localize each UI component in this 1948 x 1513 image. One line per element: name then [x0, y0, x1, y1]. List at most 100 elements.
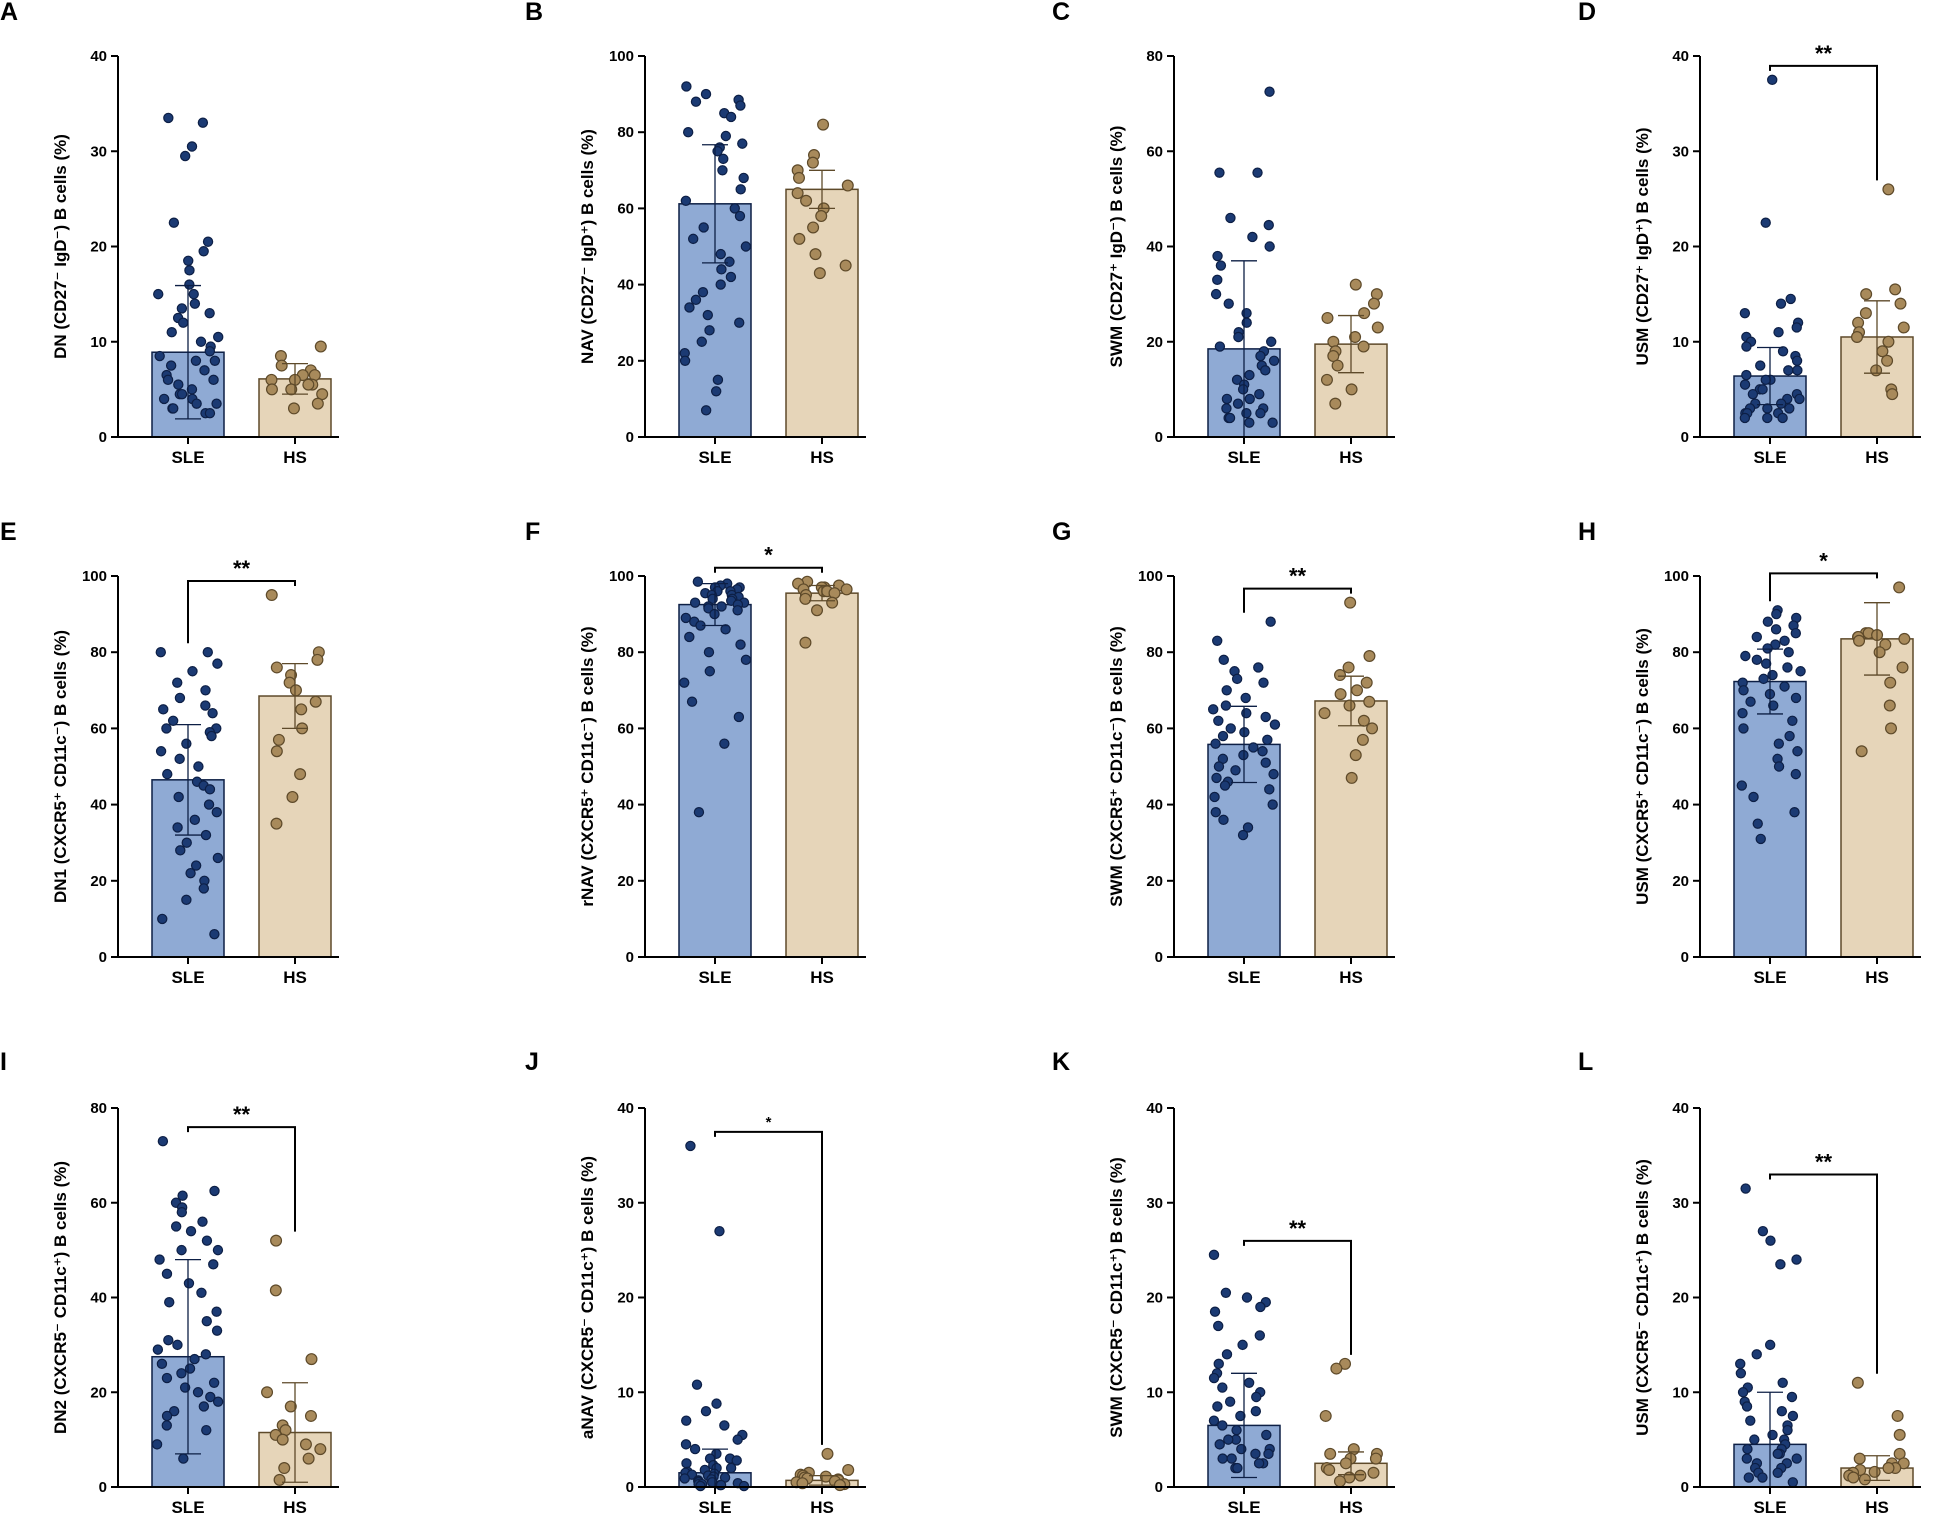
data-point-sle — [679, 677, 690, 688]
panel-h: H 0 20 40 60 80 100 SLE HS USM (CXCR5⁺ CD11c⁻) B … — [1578, 518, 1921, 987]
data-point-sle — [698, 222, 709, 233]
data-point-sle — [203, 799, 215, 810]
data-point-sle — [1253, 1458, 1265, 1469]
data-point-sle — [193, 761, 204, 772]
data-point-sle — [1260, 711, 1271, 723]
x-tick-label-hs: HS — [283, 968, 307, 987]
data-point-hs — [270, 1234, 283, 1247]
data-point-sle — [176, 388, 188, 400]
y-tick-label: 0 — [99, 1479, 107, 1496]
data-point-sle — [1748, 791, 1759, 803]
data-point-sle — [696, 336, 707, 347]
data-point-sle — [1255, 350, 1266, 362]
panel-letter: L — [1578, 1048, 1593, 1076]
data-point-sle — [1760, 217, 1771, 228]
data-point-sle — [1248, 742, 1259, 753]
data-point-sle — [725, 271, 737, 283]
data-point-sle — [207, 707, 218, 719]
data-point-sle — [200, 685, 211, 696]
x-tick-label-hs: HS — [810, 1498, 834, 1513]
data-point-sle — [202, 647, 213, 658]
data-point-sle — [1266, 336, 1277, 347]
data-point-sle — [196, 1287, 207, 1298]
data-point-sle — [200, 1349, 212, 1360]
y-tick-label: 80 — [617, 644, 634, 661]
panel-f: F 0 20 40 60 80 100 SLE HS rNAV (CXCR5⁺ CD11c⁻) B… — [525, 518, 866, 987]
data-point-hs — [806, 156, 819, 169]
data-point-hs — [302, 378, 315, 391]
data-point-sle — [1738, 685, 1749, 696]
data-point-sle — [1209, 1306, 1221, 1317]
data-point-sle — [1779, 681, 1790, 692]
data-point-sle — [162, 374, 174, 386]
data-point-sle — [185, 1225, 197, 1237]
data-point-hs — [809, 248, 822, 261]
data-point-sle — [1217, 1453, 1228, 1464]
data-point-hs — [807, 221, 820, 234]
data-point-sle — [1237, 829, 1249, 841]
data-point-hs — [1345, 383, 1358, 396]
panel-b: B 0 20 40 60 80 100 SLE HS NAV (CD27⁻ IgD⁺) B cel… — [525, 0, 866, 467]
panel-g: G 0 20 40 60 80 100 SLE HS SWM (CXCR5⁺ CD11c⁻) B … — [1052, 518, 1395, 987]
data-point-hs — [269, 1284, 282, 1297]
y-tick-label: 40 — [1672, 48, 1689, 65]
data-point-sle — [201, 1235, 213, 1246]
data-point-hs — [1320, 373, 1333, 386]
data-point-sle — [204, 346, 216, 357]
data-point-sle — [212, 852, 224, 864]
data-point-sle — [1221, 403, 1232, 414]
y-tick-label: 60 — [90, 1195, 107, 1212]
data-point-sle — [166, 327, 177, 338]
y-tick-label: 0 — [1155, 1479, 1163, 1496]
x-tick-label-hs: HS — [1339, 448, 1363, 467]
data-point-sle — [1792, 746, 1803, 757]
data-point-sle — [1254, 388, 1265, 400]
data-point-sle — [1213, 1358, 1224, 1370]
data-point-sle — [1207, 704, 1219, 715]
y-tick-label: 10 — [1672, 1384, 1689, 1401]
y-tick-label: 40 — [90, 48, 107, 65]
data-point-hs — [311, 397, 324, 410]
data-point-sle — [1762, 412, 1773, 424]
y-axis-title: SWM (CXCR5⁺ CD11c⁻) B cells (%) — [1107, 626, 1126, 907]
data-point-sle — [176, 1368, 187, 1379]
data-point-sle — [1225, 723, 1236, 734]
data-point-hs — [840, 583, 853, 596]
y-tick-label: 100 — [609, 568, 634, 585]
data-point-sle — [1757, 1472, 1768, 1483]
data-point-sle — [198, 246, 209, 257]
data-point-sle — [1764, 1339, 1776, 1351]
data-point-sle — [204, 307, 215, 319]
data-point-hs — [278, 1462, 291, 1475]
data-point-sle — [201, 1424, 212, 1436]
data-point-hs — [1367, 297, 1380, 310]
bar-hs — [258, 695, 332, 958]
data-point-sle — [1231, 1424, 1242, 1436]
data-point-sle — [1263, 219, 1274, 231]
data-point-hs — [1354, 1469, 1367, 1482]
data-point-sle — [154, 350, 165, 362]
data-point-sle — [163, 1334, 174, 1346]
data-point-sle — [681, 1415, 692, 1426]
data-point-sle — [1790, 627, 1802, 639]
data-point-hs — [1342, 661, 1355, 674]
y-tick-label: 20 — [1146, 1290, 1163, 1307]
data-point-sle — [1765, 1235, 1776, 1246]
data-point-sle — [1741, 369, 1752, 381]
data-point-sle — [715, 1479, 727, 1491]
panel-a: A 0 10 20 30 40 SLE HS DN (CD27⁻ IgD⁻) B cells (… — [0, 0, 339, 467]
data-point-sle — [173, 791, 184, 803]
y-tick-label: 80 — [90, 1100, 107, 1117]
data-point-sle — [1773, 761, 1785, 772]
data-point-sle — [1767, 1429, 1778, 1441]
data-point-sle — [1260, 365, 1271, 376]
data-point-sle — [157, 913, 168, 925]
data-point-sle — [740, 241, 752, 252]
y-tick-label: 60 — [617, 720, 634, 737]
significance-label: ** — [233, 556, 251, 581]
x-tick-label-sle: SLE — [698, 1498, 731, 1513]
data-point-sle — [1233, 331, 1244, 343]
data-point-sle — [1218, 654, 1229, 666]
data-point-sle — [680, 612, 692, 624]
